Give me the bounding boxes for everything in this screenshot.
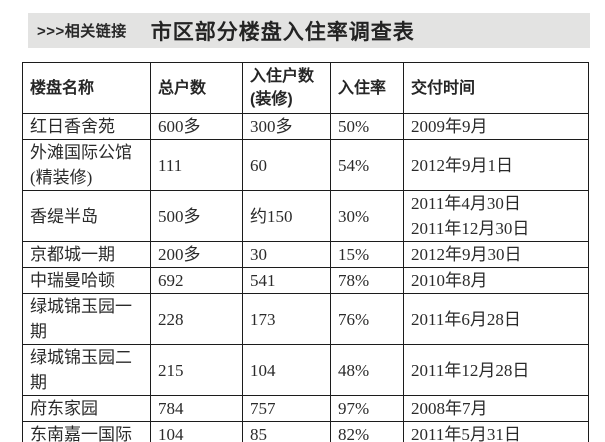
table-row: 香缇半岛 500多 约150 30% 2011年4月30日 2011年12月30日 bbox=[22, 190, 589, 242]
cell-occupied-units: 104 bbox=[242, 344, 331, 396]
cell-total-units: 215 bbox=[150, 344, 243, 396]
header-delivery-date: 交付时间 bbox=[403, 62, 589, 114]
cell-occupancy-rate: 82% bbox=[330, 421, 404, 442]
table-row: 红日香舍苑 600多 300多 50% 2009年9月 bbox=[22, 113, 589, 140]
cell-building-name: 外滩国际公馆 (精装修) bbox=[22, 139, 151, 191]
table-row: 绿城锦玉园一期 228 173 76% 2011年6月28日 bbox=[22, 293, 589, 345]
cell-total-units: 784 bbox=[150, 395, 243, 422]
cell-delivery-date: 2008年7月 bbox=[403, 395, 589, 422]
cell-occupancy-rate: 76% bbox=[330, 293, 404, 345]
cell-total-units: 692 bbox=[150, 267, 243, 294]
cell-total-units: 200多 bbox=[150, 241, 243, 268]
table-row: 中瑞曼哈顿 692 541 78% 2010年8月 bbox=[22, 267, 589, 294]
cell-building-name: 府东家园 bbox=[22, 395, 151, 422]
table-row: 东南嘉一国际 104 85 82% 2011年5月31日 bbox=[22, 421, 589, 442]
table-row: 绿城锦玉园二期 215 104 48% 2011年12月28日 bbox=[22, 344, 589, 396]
cell-occupancy-rate: 78% bbox=[330, 267, 404, 294]
cell-delivery-date: 2009年9月 bbox=[403, 113, 589, 140]
occupancy-survey-table: 楼盘名称 总户数 入住户数 (装修) 入住率 交付时间 红日香舍苑 600多 300多 50%… bbox=[22, 62, 589, 442]
cell-building-name: 绿城锦玉园二期 bbox=[22, 344, 151, 396]
cell-total-units: 111 bbox=[150, 139, 243, 191]
cell-occupied-units: 757 bbox=[242, 395, 331, 422]
cell-building-name: 东南嘉一国际 bbox=[22, 421, 151, 442]
cell-occupied-units: 541 bbox=[242, 267, 331, 294]
cell-building-name: 京都城一期 bbox=[22, 241, 151, 268]
page-title: 市区部分楼盘入住率调查表 bbox=[150, 20, 415, 44]
cell-total-units: 500多 bbox=[150, 190, 243, 242]
cell-total-units: 104 bbox=[150, 421, 243, 442]
cell-occupied-units: 约150 bbox=[242, 190, 331, 242]
cell-occupancy-rate: 48% bbox=[330, 344, 404, 396]
cell-total-units: 600多 bbox=[150, 113, 243, 140]
related-links-label: >>>相关链接 bbox=[37, 23, 127, 40]
cell-building-name: 红日香舍苑 bbox=[22, 113, 151, 140]
table-header-row: 楼盘名称 总户数 入住户数 (装修) 入住率 交付时间 bbox=[22, 62, 589, 114]
cell-occupied-units: 60 bbox=[242, 139, 331, 191]
cell-occupied-units: 30 bbox=[242, 241, 331, 268]
table-row: 京都城一期 200多 30 15% 2012年9月30日 bbox=[22, 241, 589, 268]
section-banner: >>>相关链接 市区部分楼盘入住率调查表 bbox=[28, 13, 590, 48]
header-occupied-units: 入住户数 (装修) bbox=[242, 62, 331, 114]
cell-delivery-date: 2011年4月30日 2011年12月30日 bbox=[403, 190, 589, 242]
cell-occupied-units: 173 bbox=[242, 293, 331, 345]
cell-occupancy-rate: 15% bbox=[330, 241, 404, 268]
cell-building-name: 香缇半岛 bbox=[22, 190, 151, 242]
cell-building-name: 中瑞曼哈顿 bbox=[22, 267, 151, 294]
table-row: 外滩国际公馆 (精装修) 111 60 54% 2012年9月1日 bbox=[22, 139, 589, 191]
cell-occupancy-rate: 97% bbox=[330, 395, 404, 422]
cell-occupied-units: 300多 bbox=[242, 113, 331, 140]
cell-occupancy-rate: 54% bbox=[330, 139, 404, 191]
cell-building-name: 绿城锦玉园一期 bbox=[22, 293, 151, 345]
cell-delivery-date: 2010年8月 bbox=[403, 267, 589, 294]
cell-delivery-date: 2012年9月30日 bbox=[403, 241, 589, 268]
cell-total-units: 228 bbox=[150, 293, 243, 345]
cell-occupancy-rate: 50% bbox=[330, 113, 404, 140]
header-total-units: 总户数 bbox=[150, 62, 243, 114]
table-body: 红日香舍苑 600多 300多 50% 2009年9月 外滩国际公馆 (精装修) 111 60… bbox=[22, 113, 589, 442]
table-row: 府东家园 784 757 97% 2008年7月 bbox=[22, 395, 589, 422]
header-occupancy-rate: 入住率 bbox=[330, 62, 404, 114]
cell-delivery-date: 2011年12月28日 bbox=[403, 344, 589, 396]
cell-delivery-date: 2011年6月28日 bbox=[403, 293, 589, 345]
cell-occupancy-rate: 30% bbox=[330, 190, 404, 242]
cell-delivery-date: 2012年9月1日 bbox=[403, 139, 589, 191]
header-building-name: 楼盘名称 bbox=[22, 62, 151, 114]
cell-occupied-units: 85 bbox=[242, 421, 331, 442]
cell-delivery-date: 2011年5月31日 bbox=[403, 421, 589, 442]
